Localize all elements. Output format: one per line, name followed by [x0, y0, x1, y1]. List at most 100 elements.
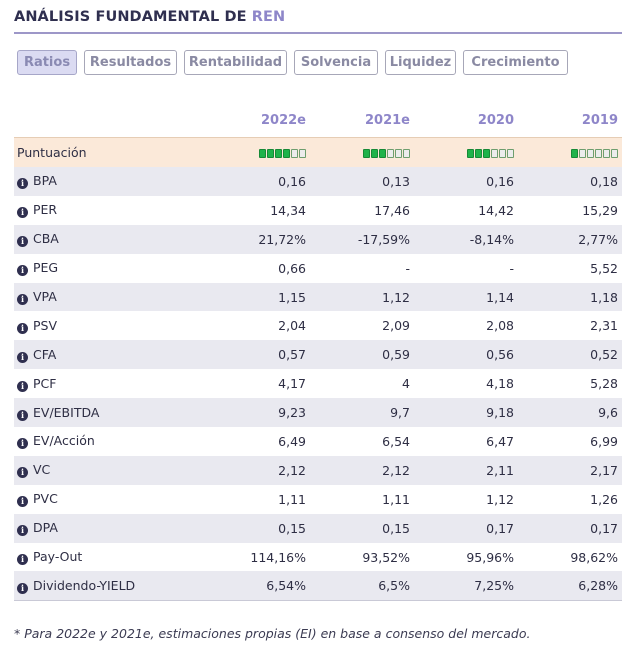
info-icon[interactable]: i [17, 467, 28, 479]
row-label: DPA [33, 520, 58, 536]
value-cell: 6,99 [590, 433, 618, 449]
row-label-cell: i Dividendo-YIELD [14, 571, 206, 602]
info-icon[interactable]: i [17, 178, 28, 190]
score-segment-empty [611, 149, 618, 158]
value-cell: 2,12 [310, 455, 414, 485]
value-cell: 2,12 [206, 455, 310, 485]
tab-ratios[interactable]: Ratios [17, 50, 77, 75]
value-cell: 6,54 [382, 433, 410, 449]
info-icon[interactable]: i [17, 554, 28, 566]
row-label: PSV [33, 317, 58, 333]
row-label-cell: i PCF [14, 369, 206, 398]
row-label: EV/EBITDA [33, 404, 100, 420]
row-label: PER [33, 202, 58, 218]
score-bar [363, 149, 410, 158]
score-segment-empty [403, 149, 410, 158]
value-cell: 1,11 [278, 491, 306, 507]
row-label: BPA [33, 173, 57, 189]
info-icon[interactable]: i [17, 496, 28, 508]
value-cell: 0,17 [414, 513, 518, 543]
table-row: i Pay-Out 114,16% 93,52% 95,96% 98,62% [14, 543, 622, 572]
table-row: i Dividendo-YIELD 6,54% 6,5% 7,25% 6,28% [14, 571, 622, 602]
info-icon[interactable]: i [17, 351, 28, 363]
tab-liquidez[interactable]: Liquidez [385, 50, 456, 75]
row-label-cell: i Pay-Out [14, 543, 206, 572]
info-icon[interactable]: i [17, 207, 28, 219]
value-cell: -8,14% [414, 224, 518, 254]
ticker-symbol: REN [251, 9, 286, 25]
score-segment-empty [291, 149, 298, 158]
row-label-cell: i DPA [14, 513, 206, 543]
value-cell: 14,42 [478, 202, 514, 218]
value-cell: 15,29 [582, 202, 618, 218]
table-row: i VPA 1,15 1,12 1,14 1,18 [14, 282, 622, 312]
tab-bar: Ratios Resultados Rentabilidad Solvencia… [17, 50, 575, 75]
value-cell: 1,12 [310, 282, 414, 312]
table-row: i DPA 0,15 0,15 0,17 0,17 [14, 513, 622, 543]
value-cell: - [405, 260, 410, 276]
score-bar [259, 149, 306, 158]
table-row: i BPA 0,16 0,13 0,16 0,18 [14, 167, 622, 196]
table-row: i EV/EBITDA 9,23 9,7 9,18 9,6 [14, 398, 622, 428]
score-segment-empty [579, 149, 586, 158]
row-label-cell: i VPA [14, 282, 206, 312]
value-cell: 1,26 [590, 491, 618, 507]
value-cell: 2,04 [278, 318, 306, 334]
row-label-cell: i CBA [14, 224, 206, 254]
score-segment-filled [467, 149, 474, 158]
info-icon[interactable]: i [17, 582, 28, 594]
score-segment-filled [371, 149, 378, 158]
table-row: i VC 2,12 2,12 2,11 2,17 [14, 455, 622, 485]
value-cell: 0,16 [414, 167, 518, 196]
info-icon[interactable]: i [17, 236, 28, 248]
tab-solvencia[interactable]: Solvencia [294, 50, 378, 75]
tab-crecimiento[interactable]: Crecimiento [463, 50, 568, 75]
tab-resultados[interactable]: Resultados [84, 50, 177, 75]
table-row: i PVC 1,11 1,11 1,12 1,26 [14, 485, 622, 514]
value-cell: 1,14 [414, 282, 518, 312]
value-cell: 6,54% [206, 571, 310, 602]
value-cell: 1,11 [382, 491, 410, 507]
value-cell: 2,17 [518, 455, 622, 485]
score-cell [206, 137, 310, 167]
value-cell: 0,16 [206, 167, 310, 196]
value-cell: 0,66 [278, 260, 306, 276]
info-icon[interactable]: i [17, 294, 28, 305]
info-icon[interactable]: i [17, 438, 28, 450]
info-icon[interactable]: i [17, 409, 28, 421]
score-segment-empty [499, 149, 506, 158]
value-cell: 0,15 [310, 513, 414, 543]
table-row: i CBA 21,72% -17,59% -8,14% 2,77% [14, 224, 622, 254]
row-label-cell: i EV/EBITDA [14, 398, 206, 428]
row-label-cell: i PVC [14, 485, 206, 514]
score-cell [518, 137, 622, 167]
value-cell: 0,18 [518, 167, 622, 196]
info-icon[interactable]: i [17, 322, 28, 334]
column-header: 2021e [365, 113, 410, 128]
row-label-cell: i BPA [14, 167, 206, 196]
value-cell: 0,52 [518, 340, 622, 370]
score-cell [414, 137, 518, 167]
score-label: Puntuación [14, 137, 206, 167]
table-row: i PSV 2,04 2,09 2,08 2,31 [14, 311, 622, 340]
footnote: * Para 2022e y 2021e, estimaciones propi… [14, 626, 531, 641]
title-prefix: ANÁLISIS FUNDAMENTAL DE [14, 9, 252, 25]
score-segment-filled [483, 149, 490, 158]
value-cell: 6,28% [518, 571, 622, 602]
info-icon[interactable]: i [17, 265, 28, 277]
row-label-cell: i EV/Acción [14, 427, 206, 456]
info-icon[interactable]: i [17, 525, 28, 537]
table-row: i PCF 4,17 4 4,18 5,28 [14, 369, 622, 398]
value-cell: 2,11 [414, 455, 518, 485]
row-label-cell: i CFA [14, 340, 206, 370]
table-header-row: 2022e 2021e 2020 2019 [14, 104, 622, 138]
value-cell: 4,17 [278, 376, 306, 392]
score-segment-filled [363, 149, 370, 158]
tab-rentabilidad[interactable]: Rentabilidad [184, 50, 287, 75]
info-icon[interactable]: i [17, 380, 28, 392]
table-row: i PER 14,34 17,46 14,42 15,29 [14, 196, 622, 225]
score-segment-empty [603, 149, 610, 158]
row-label-cell: i PER [14, 196, 206, 225]
value-cell: 1,15 [206, 282, 310, 312]
value-cell: 114,16% [250, 549, 306, 565]
